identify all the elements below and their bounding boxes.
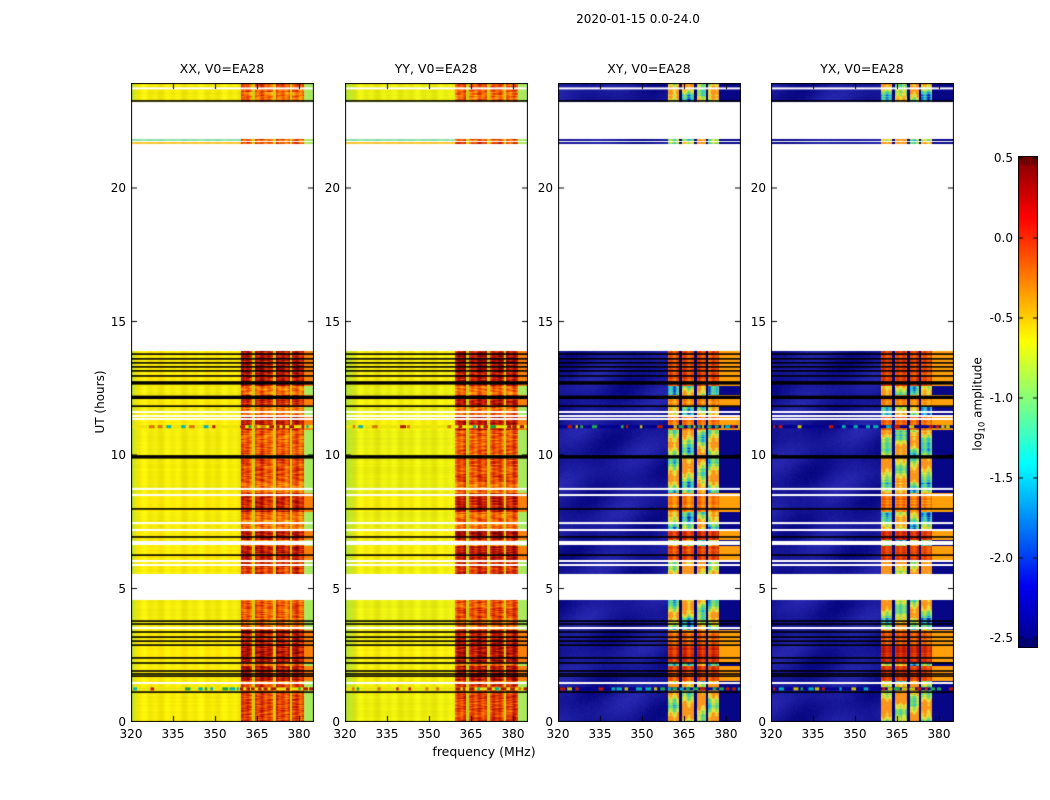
panel-title-yy: YY, V0=EA28: [394, 61, 478, 76]
x-tick-label: 320: [546, 727, 570, 741]
x-tick-label: 380: [501, 727, 525, 741]
panel-title-xy: XY, V0=EA28: [607, 61, 691, 76]
heatmap-panel-yy: [345, 83, 528, 722]
y-tick-label: 0: [118, 715, 126, 729]
x-tick-label: 380: [927, 727, 951, 741]
y-tick-label: 0: [758, 715, 766, 729]
chart-title: 2020-01-15 0.0-24.0: [576, 12, 700, 26]
y-tick-label: 20: [537, 181, 553, 195]
y-tick-label: 5: [758, 581, 766, 596]
colorbar-tick-label: -2.5: [989, 631, 1013, 645]
heatmap-panel-xy: [558, 83, 741, 722]
y-tick-label: 10: [537, 448, 553, 462]
y-tick-label: 5: [332, 581, 340, 596]
heatmap-panel-yx: [771, 83, 954, 722]
x-tick-label: 335: [375, 727, 399, 741]
x-tick-label: 350: [630, 727, 654, 741]
colorbar-tick-label: -0.5: [989, 311, 1013, 325]
y-tick-label: 15: [110, 314, 126, 329]
y-tick-label: 5: [118, 581, 126, 596]
x-tick-label: 335: [161, 727, 185, 741]
y-tick-label: 15: [537, 314, 553, 329]
x-tick-label: 350: [843, 727, 867, 741]
colorbar-tick-label: 0.5: [993, 151, 1013, 165]
panel-title-yx: YX, V0=EA28: [820, 61, 904, 76]
y-tick-label: 0: [332, 715, 340, 729]
y-tick-label: 10: [750, 448, 766, 462]
colorbar-tick-label: -2.0: [989, 551, 1013, 565]
x-tick-label: 380: [287, 727, 311, 741]
x-axis-label: frequency (MHz): [432, 744, 536, 759]
y-tick-label: 20: [750, 181, 766, 195]
x-tick-label: 350: [203, 727, 227, 741]
x-tick-label: 365: [885, 727, 909, 741]
x-tick-label: 320: [759, 727, 783, 741]
y-axis-label: UT (hours): [93, 370, 107, 434]
colorbar-tick-label: -1.5: [989, 471, 1013, 485]
x-tick-label: 320: [119, 727, 143, 741]
y-tick-label: 15: [324, 314, 340, 329]
y-tick-label: 10: [110, 448, 126, 462]
x-tick-label: 365: [245, 727, 269, 741]
heatmap-panel-xx: [131, 83, 314, 722]
colorbar-tick-label: -1.0: [989, 391, 1013, 405]
y-tick-label: 5: [545, 581, 553, 596]
x-tick-label: 380: [714, 727, 738, 741]
y-tick-label: 20: [110, 181, 126, 195]
x-tick-label: 335: [801, 727, 825, 741]
colorbar: [1018, 156, 1038, 648]
y-tick-label: 0: [545, 715, 553, 729]
y-tick-label: 10: [324, 448, 340, 462]
x-tick-label: 320: [333, 727, 357, 741]
x-tick-label: 350: [417, 727, 441, 741]
panel-title-xx: XX, V0=EA28: [179, 61, 265, 76]
y-tick-label: 20: [324, 181, 340, 195]
colorbar-tick-label: 0.0: [993, 231, 1013, 245]
x-tick-label: 365: [459, 727, 483, 741]
y-tick-label: 15: [750, 314, 766, 329]
x-tick-label: 365: [672, 727, 696, 741]
x-tick-label: 335: [588, 727, 612, 741]
